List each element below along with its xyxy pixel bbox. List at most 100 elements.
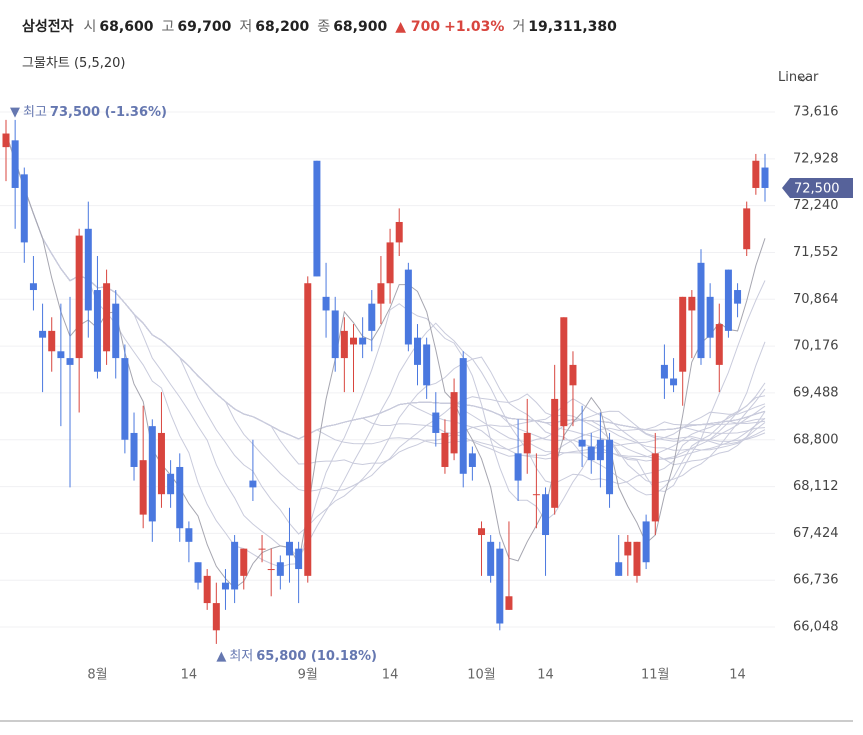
- candle-body: [688, 296, 696, 311]
- candle-body: [276, 562, 284, 576]
- candle-body: [48, 330, 56, 352]
- x-tick-label: 14: [181, 668, 198, 683]
- candle-body: [706, 296, 714, 338]
- candle-body: [660, 364, 668, 379]
- net-line: [5, 133, 766, 568]
- candle-body: [29, 283, 37, 291]
- quote-label: 시: [83, 19, 97, 35]
- y-tick-label: 67,424: [793, 526, 839, 541]
- volume-label: 거: [512, 19, 526, 35]
- scale-menu[interactable]: Linear: [778, 70, 819, 85]
- candle-body: [651, 453, 659, 522]
- candle-body: [249, 480, 257, 488]
- candle-body: [679, 296, 687, 372]
- candle-body: [560, 317, 568, 427]
- candle-body: [377, 283, 385, 304]
- stock-name: 삼성전자: [22, 19, 74, 35]
- low_note: ▲ 최저 65,800 (10.18%): [216, 648, 377, 663]
- x-tick-label: 11월: [641, 668, 670, 683]
- y-tick-label: 71,552: [793, 245, 839, 260]
- candle-body: [606, 439, 614, 495]
- x-tick-label: 10월: [467, 668, 496, 683]
- candle-body: [212, 603, 220, 631]
- quote-value: 68,200: [255, 19, 310, 35]
- candle-body: [93, 290, 101, 372]
- net-line: [5, 133, 766, 457]
- low_note-label: 최저: [229, 648, 253, 663]
- candle-body: [359, 337, 367, 345]
- candle-body: [624, 541, 632, 556]
- candle-body: [743, 208, 751, 250]
- candle-body: [84, 228, 92, 311]
- candle-body: [267, 569, 275, 571]
- y-tick-label: 72,240: [793, 198, 839, 213]
- candle-body: [157, 432, 165, 495]
- net-line: [5, 133, 766, 458]
- chevron[interactable]: [797, 75, 809, 82]
- candle-body: [569, 364, 577, 386]
- net-line: [5, 133, 766, 589]
- y-tick-label: 69,488: [793, 385, 839, 400]
- candle-body: [121, 358, 129, 440]
- candle-body: [532, 494, 540, 496]
- high_note-marker: ▼: [10, 104, 20, 119]
- candle-body: [697, 262, 705, 359]
- candle-body: [761, 167, 769, 188]
- candle-body: [304, 283, 312, 576]
- candle-body: [596, 439, 604, 461]
- high_note: ▼ 최고 73,500 (-1.36%): [10, 104, 167, 119]
- candle-body: [551, 398, 559, 508]
- candle-body: [478, 528, 486, 536]
- candle-body: [724, 269, 732, 331]
- candle-body: [368, 303, 376, 331]
- candle-body: [39, 330, 47, 338]
- candle-body: [587, 446, 595, 461]
- candle-body: [75, 235, 83, 359]
- candle-body: [487, 541, 495, 576]
- candle-body: [423, 344, 431, 386]
- candle-body: [349, 337, 357, 345]
- candle-body: [313, 160, 321, 277]
- candle-body: [331, 310, 339, 359]
- y-tick-label: 73,616: [793, 105, 839, 120]
- x-tick-label: 14: [537, 668, 554, 683]
- indicator-name: 그물차트: [22, 56, 70, 71]
- candle-body: [221, 582, 229, 590]
- candle-body: [240, 548, 248, 576]
- low_note-value: 65,800 (10.18%): [256, 648, 377, 663]
- candle-body: [2, 133, 10, 148]
- candle-body: [231, 541, 239, 590]
- quote-value: 68,600: [99, 19, 154, 35]
- candle-body: [167, 473, 175, 495]
- candle-body: [57, 351, 65, 359]
- candle-body: [404, 269, 412, 345]
- high_note-label: 최고: [23, 104, 47, 119]
- quote-header: 삼성전자 시 68,600 고 69,700 저 68,200 종 68,900 ▲ 700 +1.…: [22, 16, 625, 36]
- candle-body: [642, 521, 650, 563]
- candle-body: [11, 140, 19, 188]
- net-line: [5, 133, 766, 442]
- candle-body: [66, 358, 74, 365]
- candle-body: [468, 453, 476, 467]
- low_note-marker: ▲: [216, 648, 226, 663]
- x-tick-label: 14: [729, 668, 746, 683]
- candle-body: [734, 290, 742, 304]
- candle-body: [523, 432, 531, 454]
- quote-items: 시 68,600 고 69,700 저 68,200 종 68,900: [84, 19, 396, 35]
- candle-body: [20, 174, 28, 243]
- candle-body: [496, 548, 504, 624]
- candle-body: [203, 575, 211, 604]
- y-tick-label: 70,176: [793, 339, 839, 354]
- candle-body: [752, 160, 760, 188]
- volume: 19,311,380: [528, 19, 617, 35]
- y-tick-label: 66,048: [793, 620, 839, 635]
- price-tag-bg: [782, 177, 853, 198]
- candle-body: [514, 453, 522, 481]
- high_note-value: 73,500 (-1.36%): [50, 104, 167, 119]
- candle-body: [441, 432, 449, 467]
- x-tick-label: 8월: [87, 668, 107, 683]
- candle-body: [112, 303, 120, 359]
- change-pct: +1.03%: [444, 19, 505, 35]
